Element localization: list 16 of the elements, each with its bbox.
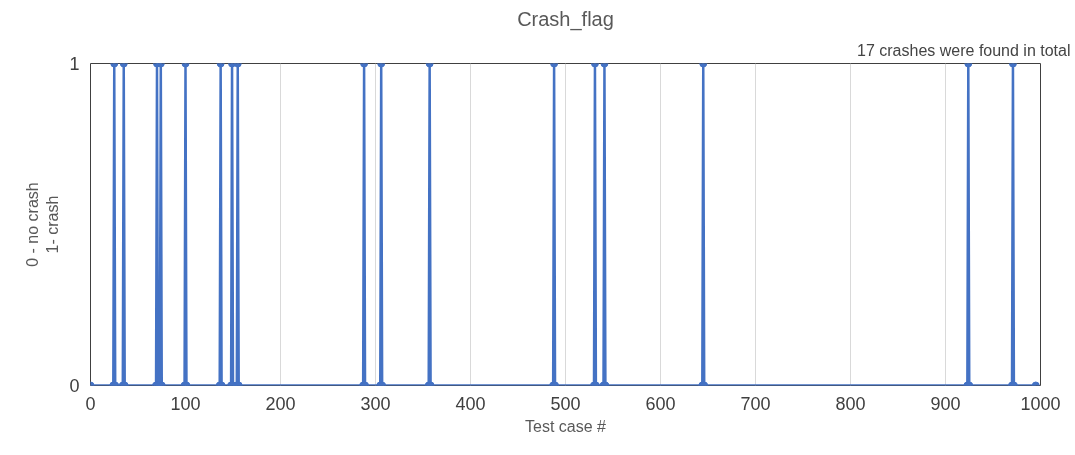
x-tick-label: 1000 — [1020, 393, 1061, 414]
x-tick-label: 800 — [835, 393, 866, 414]
x-tick-label: 500 — [550, 393, 581, 414]
x-tick-label: 300 — [360, 393, 391, 414]
chart-title: Crash_flag — [517, 7, 614, 31]
x-tick-label: 900 — [930, 393, 961, 414]
x-tick-label: 0 — [85, 393, 96, 414]
x-tick-label: 200 — [265, 393, 296, 414]
y-tick-label: 1 — [69, 54, 80, 74]
x-axis-title: Test case # — [525, 417, 607, 435]
x-tick-label: 100 — [170, 393, 201, 414]
text: 17 crashes were found in total — [857, 41, 1071, 59]
x-tick-label: 400 — [455, 393, 486, 414]
y-axis-title: 0 - no crash 1- crash — [24, 182, 62, 267]
x-tick-label: 700 — [740, 393, 771, 414]
x-tick-label: 600 — [645, 393, 676, 414]
